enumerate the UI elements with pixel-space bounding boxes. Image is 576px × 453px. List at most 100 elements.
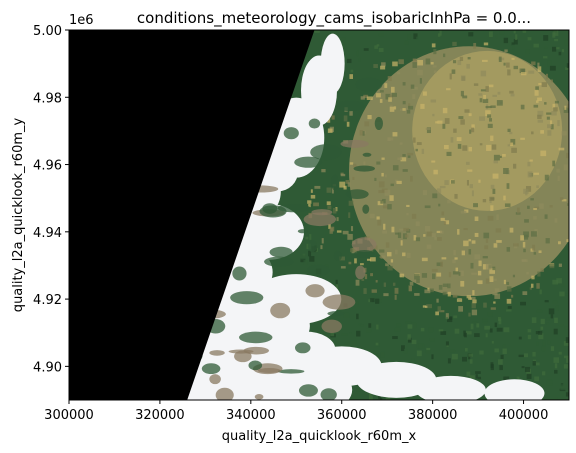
terrain-speckle xyxy=(349,74,353,79)
terrain-speckle xyxy=(483,232,490,239)
cloud-shadow xyxy=(201,363,221,375)
terrain-speckle xyxy=(503,327,510,333)
terrain-speckle xyxy=(369,213,375,219)
terrain-speckle xyxy=(513,65,519,70)
terrain-speckle xyxy=(490,205,494,212)
terrain-speckle xyxy=(350,226,354,232)
terrain-speckle xyxy=(515,34,518,41)
terrain-speckle xyxy=(424,225,431,232)
terrain-speckle xyxy=(441,257,447,260)
terrain-speckle xyxy=(467,169,473,172)
terrain-speckle xyxy=(547,380,553,384)
terrain-speckle xyxy=(532,360,536,366)
terrain-speckle xyxy=(490,184,495,189)
terrain-speckle xyxy=(348,200,354,206)
terrain-speckle xyxy=(499,155,502,159)
terrain-speckle xyxy=(550,79,554,83)
terrain-speckle xyxy=(471,190,474,197)
terrain-speckle xyxy=(387,265,393,271)
terrain-speckle xyxy=(314,30,320,33)
terrain-speckle xyxy=(565,392,569,397)
terrain-speckle xyxy=(510,294,514,298)
cloud-shadow xyxy=(362,152,372,157)
terrain-speckle xyxy=(558,147,565,151)
terrain-speckle xyxy=(452,294,458,298)
terrain-speckle xyxy=(406,252,411,258)
terrain-speckle xyxy=(496,100,503,106)
terrain-speckle xyxy=(474,232,479,237)
cloud-shadow xyxy=(294,156,323,168)
terrain-speckle xyxy=(480,89,487,92)
terrain-speckle xyxy=(532,351,536,357)
terrain-speckle xyxy=(444,180,449,186)
terrain-speckle xyxy=(485,106,492,109)
terrain-speckle xyxy=(544,46,548,49)
terrain-speckle xyxy=(428,288,434,293)
terrain-speckle xyxy=(399,108,403,111)
terrain-speckle xyxy=(460,270,464,277)
terrain-speckle xyxy=(557,120,560,127)
terrain-speckle xyxy=(522,241,526,248)
x-tick-label: 300000 xyxy=(44,408,94,423)
terrain-speckle xyxy=(364,121,370,127)
terrain-speckle xyxy=(407,337,412,343)
terrain-speckle xyxy=(412,94,416,100)
terrain-speckle xyxy=(522,30,527,33)
terrain-speckle xyxy=(540,130,545,134)
terrain-speckle xyxy=(487,215,494,221)
terrain-speckle xyxy=(359,130,364,136)
terrain-speckle xyxy=(558,241,561,245)
terrain-speckle xyxy=(455,267,459,273)
terrain-speckle xyxy=(483,94,486,100)
terrain-speckle xyxy=(402,252,406,257)
terrain-speckle xyxy=(413,137,416,143)
terrain-speckle xyxy=(368,299,372,303)
terrain-speckle xyxy=(547,340,551,345)
terrain-speckle xyxy=(479,116,485,121)
terrain-speckle xyxy=(445,341,449,346)
terrain-speckle xyxy=(498,56,502,63)
terrain-speckle xyxy=(345,180,349,184)
terrain-speckle xyxy=(489,268,495,274)
terrain-speckle xyxy=(533,104,539,108)
terrain-speckle xyxy=(405,234,409,238)
terrain-speckle xyxy=(416,350,422,357)
terrain-speckle xyxy=(566,357,569,363)
terrain-speckle xyxy=(506,183,510,189)
terrain-speckle xyxy=(483,42,489,46)
terrain-speckle xyxy=(353,163,357,168)
terrain-speckle xyxy=(472,290,475,296)
terrain-speckle xyxy=(392,165,399,171)
terrain-speckle xyxy=(491,144,497,150)
terrain-speckle xyxy=(447,291,451,297)
terrain-speckle xyxy=(342,230,349,235)
cloud-shadow xyxy=(298,384,318,397)
terrain-speckle xyxy=(465,161,470,165)
terrain-speckle xyxy=(430,62,434,65)
terrain-speckle xyxy=(547,130,552,136)
terrain-speckle xyxy=(511,42,515,46)
terrain-speckle xyxy=(493,154,500,161)
terrain-speckle xyxy=(512,274,516,278)
terrain-speckle xyxy=(344,342,351,347)
terrain-speckle xyxy=(407,324,413,329)
terrain-speckle xyxy=(521,259,526,262)
terrain-speckle xyxy=(560,283,566,287)
terrain-speckle xyxy=(552,300,558,304)
cloud-shadow xyxy=(308,240,318,253)
terrain-speckle xyxy=(525,49,530,54)
terrain-speckle xyxy=(471,302,476,309)
y-tick-label: 4.90 xyxy=(33,360,62,375)
terrain-speckle xyxy=(503,62,506,66)
terrain-speckle xyxy=(410,84,415,89)
terrain-speckle xyxy=(451,69,456,74)
terrain-speckle xyxy=(413,33,418,40)
terrain-speckle xyxy=(451,353,458,360)
terrain-speckle xyxy=(370,273,374,277)
terrain-speckle xyxy=(378,190,384,194)
terrain-speckle xyxy=(429,338,435,342)
terrain-speckle xyxy=(506,281,510,285)
terrain-speckle xyxy=(496,327,503,332)
terrain-speckle xyxy=(527,205,530,209)
terrain-speckle xyxy=(333,207,337,214)
